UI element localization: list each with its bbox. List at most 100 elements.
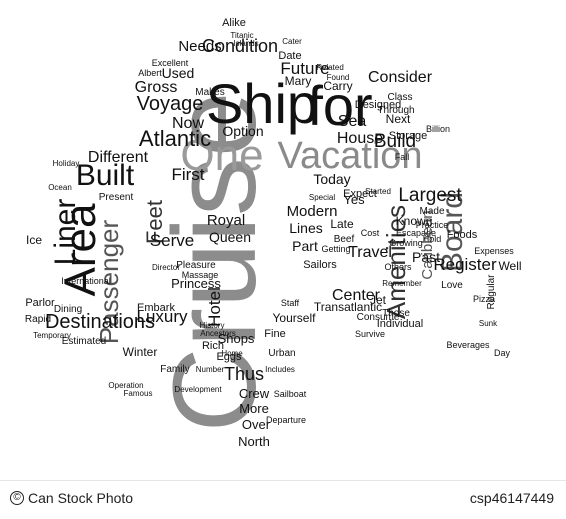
cloud-word: Register [433,255,497,274]
cloud-word: Condition [202,36,278,56]
cloud-word: Crew [239,386,270,401]
cloud-word: Regular [486,274,497,310]
cloud-word: Travel [348,244,392,261]
cloud-word: Consider [368,69,433,86]
cloud-word: Rich [202,340,224,352]
cloud-word: Includes [265,365,295,374]
cloud-word: Islands [233,39,258,48]
cloud-word: Through [377,105,414,116]
cloud-word: History [200,321,225,330]
cloud-word: Carry [323,79,352,93]
cloud-word: Board [436,192,469,272]
cloud-word: Class [387,92,412,103]
cloud-word: Princess [171,276,221,291]
cloud-word: Jet [370,293,387,307]
cloud-word: Sailors [303,259,337,271]
cloud-word: Next [386,112,411,126]
cloud-word: Over [242,417,271,432]
cloud-word: Lines [289,220,322,236]
cloud-word: House [337,130,383,147]
cloud-word: First [171,165,204,184]
cloud-word: Those [382,308,410,319]
cloud-word: Related [316,63,344,72]
cloud-word: Fall [395,152,410,162]
cloud-word: Modern [287,203,338,220]
cloud-word: Area [56,203,105,296]
cloud-word: Yourself [273,311,317,325]
cloud-word: Excellent [152,58,189,68]
cloud-word: Ancestors [200,329,236,338]
cloud-word: Massage [182,270,219,280]
cloud-word: More [239,401,269,416]
footer-bar: © Can Stock Photo csp46147449 [0,480,566,519]
cloud-word: Pizza [473,294,495,304]
cloud-word: Designed [355,99,401,111]
cloud-word: Albert [138,68,162,78]
cloud-word: Liner [49,199,82,266]
cloud-word: Luxury [136,307,188,326]
cloud-word: Urban [268,348,295,359]
cloud-word: Voyage [137,93,204,115]
cloud-word: Expect [343,188,377,200]
cloud-word: Different [88,149,149,166]
cloud-word: Yes [343,192,365,207]
cloud-word: Home [221,349,243,358]
cloud-word: Ocean [48,183,72,192]
cloud-word: Destinations [45,311,155,333]
cloud-word: Dining [54,304,82,315]
cloud-word: Fine [264,328,285,340]
cloud-word: Passenger [94,220,124,345]
cloud-word: North [238,434,270,449]
cloud-word: Thus [224,364,264,384]
cloud-word: Serve [150,231,194,250]
footer-image-id: csp46147449 [469,490,554,506]
cloud-word: for [307,74,372,137]
cloud-word: Cruise [149,92,281,433]
cloud-word: Late [330,217,354,231]
cloud-word: Amenities [381,205,411,319]
cloud-word: Future [280,59,329,78]
cloud-word: Special [309,193,335,202]
cloud-word: Started [365,187,391,196]
cloud-word: Atlantic [139,126,211,151]
cloud-word: Sailboat [274,389,307,399]
cloud-word: Transatlantic [314,300,382,314]
copyright-icon: © [10,491,24,505]
cloud-word: Largest [398,185,462,206]
cloud-word: Development [174,385,222,394]
cloud-word: Operation [108,381,143,390]
cloud-word: Ship [206,72,318,135]
cloud-word: Needs [178,38,221,55]
cloud-word: Well [498,259,521,273]
cloud-word: International [61,276,111,286]
cloud-word: Ice [26,233,42,247]
cloud-word: Family [160,364,189,375]
cloud-word: Past [412,249,440,265]
cloud-word: Storage [389,130,428,142]
cloud-word: One [180,131,263,180]
cloud-word: Others [384,262,412,272]
cloud-word: Made [419,206,444,217]
cloud-word: Billion [426,124,450,134]
cloud-word: Foods [447,229,478,241]
cloud-word: Today [313,171,350,187]
cloud-word: Feet [142,200,167,244]
cloud-word: Part [292,238,318,254]
cloud-word: Individual [377,318,423,330]
cloud-word: Love [441,280,463,291]
cloud-word: Winter [123,345,158,359]
cloud-word: Shops [218,331,255,346]
cloud-word: Consume [357,312,400,323]
cloud-word: Famous [124,389,153,398]
cloud-word: Cater [282,37,302,46]
cloud-word: Caribbean [419,210,436,279]
cloud-word: Remember [382,279,422,288]
footer-credit-text: Can Stock Photo [28,490,134,506]
cloud-word: Vacation [277,135,422,177]
cloud-word: Royal [207,212,245,229]
cloud-word: Beverages [446,340,490,350]
cloud-word: Pleasure [176,260,216,271]
cloud-word: Used [162,65,195,81]
cloud-word: Parlor [25,297,55,309]
